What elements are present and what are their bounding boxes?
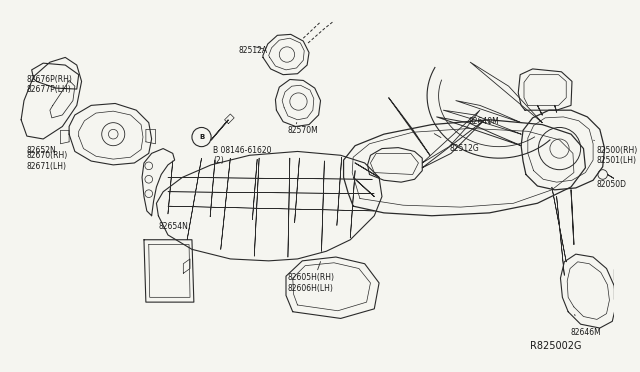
Text: R825002G: R825002G	[530, 341, 581, 351]
Text: 82676P(RH)
82677P(LH): 82676P(RH) 82677P(LH)	[27, 75, 73, 94]
Text: 82570M: 82570M	[288, 126, 319, 135]
Text: 82654N: 82654N	[158, 222, 188, 231]
Text: B 08146-61620
(2): B 08146-61620 (2)	[213, 146, 271, 165]
Text: 82605H(RH)
82606H(LH): 82605H(RH) 82606H(LH)	[288, 273, 335, 293]
Text: 82050D: 82050D	[597, 180, 627, 189]
Text: 82512A: 82512A	[238, 46, 267, 55]
Text: B: B	[199, 134, 204, 140]
Text: 82670(RH)
82671(LH): 82670(RH) 82671(LH)	[27, 151, 68, 171]
Text: 82646M: 82646M	[570, 328, 601, 337]
Text: 82512G: 82512G	[449, 144, 479, 153]
Text: 82652N: 82652N	[27, 146, 56, 155]
Text: 82640M: 82640M	[468, 117, 499, 126]
Text: 82500(RH)
82501(LH): 82500(RH) 82501(LH)	[597, 146, 638, 165]
